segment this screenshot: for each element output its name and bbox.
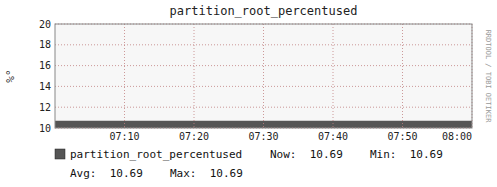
legend-stat: Max: 10.69 xyxy=(170,167,243,180)
x-tick-label: 07:10 xyxy=(109,131,139,142)
y-tick-label: 12 xyxy=(39,102,51,113)
grid-line-x xyxy=(333,24,334,128)
y-tick-label: 10 xyxy=(39,123,51,134)
legend-swatch xyxy=(55,149,65,159)
grid-line-y xyxy=(55,86,472,87)
chart: partition_root_percentused %° 10 12 14 16 18 20… xyxy=(0,0,497,187)
y-label: %° xyxy=(4,69,17,82)
y-tick-label: 20 xyxy=(39,19,51,30)
grid-line-x xyxy=(124,24,125,128)
legend-label: partition_root_percentused xyxy=(70,148,242,161)
plot-background xyxy=(55,24,472,128)
x-tick-label: 07:30 xyxy=(248,131,278,142)
grid-line-x xyxy=(263,24,264,128)
y-tick-label: 14 xyxy=(39,81,51,92)
y-tick-label: 18 xyxy=(39,39,51,50)
grid-line-x xyxy=(194,24,195,128)
title: partition_root_percentused xyxy=(170,4,358,18)
x-tick-label: 07:20 xyxy=(179,131,209,142)
grid-line-x xyxy=(402,24,403,128)
grid-line-y xyxy=(55,65,472,66)
watermark: RRDTOOL / TOBI OETIKER xyxy=(484,30,492,124)
chart-container: partition_root_percentused %° 10 12 14 16 18 20… xyxy=(0,0,497,187)
x-tick-label: 07:40 xyxy=(318,131,348,142)
x-tick-label: 08:00 xyxy=(442,131,472,142)
x-tick-label: 07:50 xyxy=(387,131,417,142)
legend-stat: Min: 10.69 xyxy=(370,148,443,161)
plot-frame xyxy=(55,24,472,128)
legend-stat: Now: 10.69 xyxy=(270,148,343,161)
legend-stat: Avg: 10.69 xyxy=(70,167,143,180)
grid-line-y xyxy=(55,107,472,108)
y-tick-label: 16 xyxy=(39,60,51,71)
